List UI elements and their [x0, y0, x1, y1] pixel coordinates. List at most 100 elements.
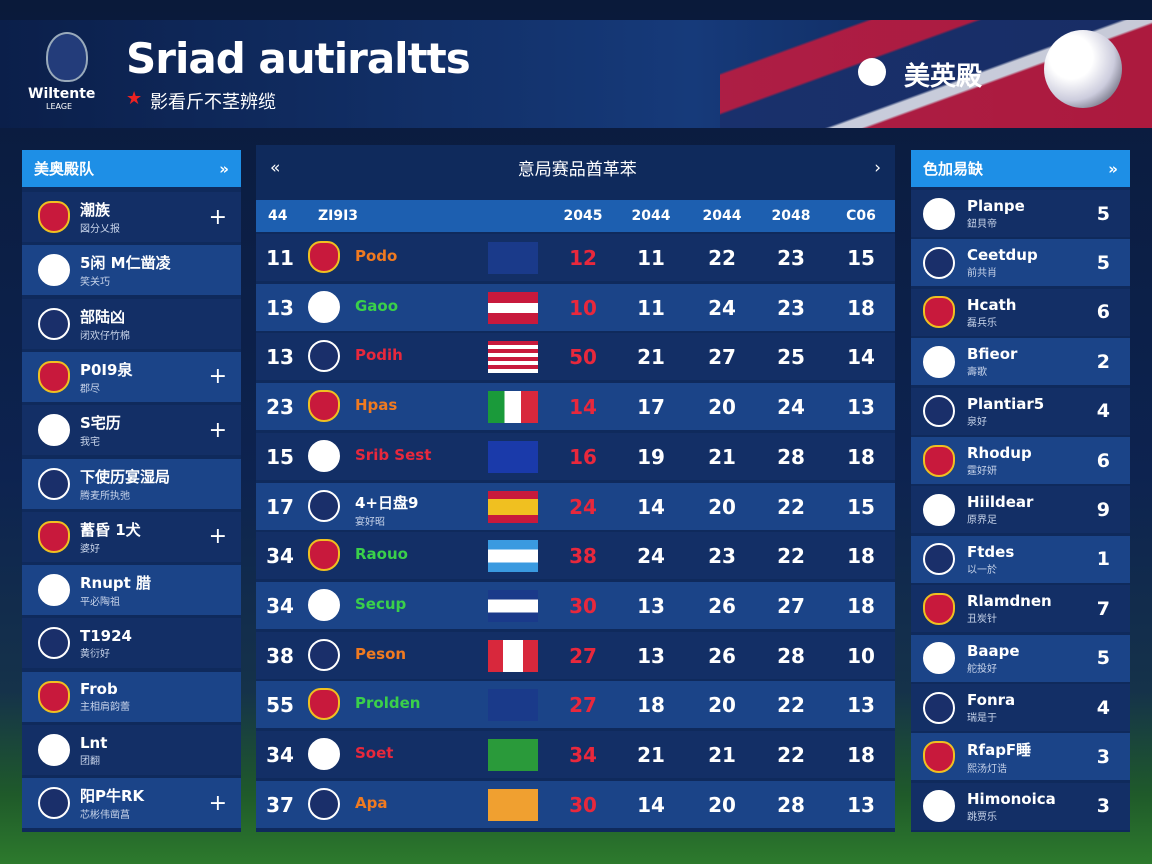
- team-emblem: [923, 444, 955, 477]
- team-emblem: [308, 638, 340, 671]
- team-name: Srib Sest: [355, 445, 432, 464]
- stat-value: 11: [637, 295, 665, 320]
- team-name-cell: Gaoo: [355, 297, 398, 315]
- expand-button[interactable]: »: [219, 159, 229, 178]
- stat-value: 21: [637, 743, 665, 767]
- column-label: 2045: [563, 208, 603, 224]
- stat-value: 21: [637, 345, 665, 370]
- team-item[interactable]: S宅历 我宅 +: [22, 405, 241, 456]
- team-item[interactable]: Rhodup 霆好妍 6: [911, 437, 1130, 484]
- team-item[interactable]: Himonoica 跳贾乐 3: [911, 782, 1130, 830]
- table-row[interactable]: 34 Secup 30 13 26 27 18: [256, 581, 895, 629]
- table-row[interactable]: 11 Podo 12 11 22 23 15: [256, 234, 895, 281]
- team-name: 5闲 M仁凿凌: [80, 254, 171, 273]
- team-value: 3: [1096, 795, 1110, 818]
- stat-value: 20: [708, 395, 736, 420]
- team-text: T1924 黄衍好: [80, 627, 241, 660]
- rank: 13: [266, 345, 294, 370]
- team-sub: 図分乂报: [80, 224, 120, 235]
- next-button[interactable]: ›: [874, 157, 881, 178]
- table-row[interactable]: 34 Raouo 38 24 23 22 18: [256, 532, 895, 580]
- team-name: Ftdes: [967, 542, 1015, 561]
- flag: [488, 689, 538, 722]
- table-row[interactable]: 15 Srib Sest 16 19 21 28 18: [256, 432, 895, 480]
- team-item[interactable]: Rlamdnen 丑炭针 7: [911, 585, 1130, 633]
- team-item[interactable]: T1924 黄衍好: [22, 618, 241, 669]
- team-item[interactable]: Plantiar5 泉好 4: [911, 387, 1130, 435]
- team-name: P0I9泉: [80, 360, 133, 379]
- team-value: 9: [1096, 498, 1110, 521]
- team-item[interactable]: 蓄昏 1犬 婆好 +: [22, 511, 241, 562]
- team-item[interactable]: Hcath 磊兵乐 6: [911, 288, 1130, 336]
- stat-value: 24: [637, 544, 665, 569]
- team-name-cell: Peson: [355, 645, 406, 663]
- rank: 23: [266, 395, 294, 420]
- stat-value: 13: [847, 792, 875, 817]
- team-item[interactable]: Hiildear 原界足 9: [911, 486, 1130, 534]
- stat-value: 14: [847, 345, 875, 370]
- team-item[interactable]: Planpe 鈕貝帝 5: [911, 190, 1130, 237]
- title: Sriad autiraltts: [126, 34, 471, 83]
- prev-button[interactable]: «: [270, 157, 281, 178]
- team-item[interactable]: Ftdes 以一於 1: [911, 535, 1130, 583]
- add-button[interactable]: +: [208, 204, 227, 230]
- team-item[interactable]: Baape 舵投好 5: [911, 634, 1130, 682]
- table-row[interactable]: 23 Hpas 14 17 20 24 13: [256, 383, 895, 431]
- table-row[interactable]: 13 Gaoo 10 11 24 23 18: [256, 283, 895, 331]
- table-row[interactable]: 34 Soet 34 21 21 22 18: [256, 731, 895, 778]
- add-button[interactable]: +: [208, 364, 227, 390]
- team-item[interactable]: Bfieor 壽歌 2: [911, 338, 1130, 386]
- rank: 11: [266, 246, 294, 270]
- table-row[interactable]: 55 Prolden 27 18 20 22 13: [256, 681, 895, 729]
- table-title: 意局赛品酋革苯: [517, 160, 637, 180]
- team-text: 下使历宴湿局 腾麦所执弛: [80, 466, 241, 502]
- team-name: 蓄昏 1犬: [80, 520, 141, 539]
- team-name: Bfieor: [967, 345, 1018, 364]
- stat-value: 30: [569, 792, 597, 817]
- stat-value: 28: [777, 444, 805, 469]
- stat-value: 12: [569, 246, 597, 270]
- rank: 34: [266, 593, 294, 618]
- team-text: P0I9泉 郡尽: [80, 359, 209, 395]
- team-sub: 婆好: [80, 543, 100, 555]
- team-sub: 平必陶祖: [80, 597, 120, 609]
- team-emblem: [38, 360, 70, 393]
- team-sub: 前共肖: [967, 268, 997, 280]
- team-item[interactable]: 5闲 M仁凿凌 笑关巧: [22, 245, 241, 296]
- table-row[interactable]: 38 Peson 27 13 26 28 10: [256, 631, 895, 679]
- team-item[interactable]: P0I9泉 郡尽 +: [22, 351, 241, 402]
- team-item[interactable]: Frob 主相肩韵蕾: [22, 671, 241, 722]
- team-text: 蓄昏 1犬婆好: [80, 519, 209, 555]
- team-text: 阳P牛RK 芯彬伟凿菖: [80, 785, 209, 821]
- team-value: 5: [1096, 647, 1110, 670]
- team-emblem: [38, 680, 70, 713]
- team-item[interactable]: 潮族 図分乂报 +: [22, 192, 241, 242]
- add-button[interactable]: +: [208, 524, 227, 550]
- team-item[interactable]: Lnt 团翻: [22, 725, 241, 775]
- expand-button[interactable]: »: [1108, 159, 1118, 178]
- team-emblem: [308, 539, 340, 572]
- table-row[interactable]: 37 Apa 30 14 20 28 13: [256, 780, 895, 828]
- team-item[interactable]: 阳P牛RK 芯彬伟凿菖 +: [22, 778, 241, 829]
- stat-value: 27: [569, 693, 597, 718]
- team-item[interactable]: Ceetdup 前共肖 5: [911, 239, 1130, 287]
- team-sub: 舵投好: [967, 663, 997, 675]
- add-button[interactable]: +: [208, 417, 227, 443]
- team-item[interactable]: RfapF睡 熙汤灯诰 3: [911, 733, 1130, 781]
- add-button[interactable]: +: [208, 790, 227, 816]
- stat-value: 26: [708, 643, 736, 668]
- stat-value: 15: [847, 246, 875, 270]
- stat-value: 22: [708, 246, 736, 270]
- team-item[interactable]: Fonra 瑞是于 4: [911, 684, 1130, 731]
- stat-value: 24: [569, 494, 597, 519]
- team-item[interactable]: Rnupt 腊平必陶祖: [22, 565, 241, 616]
- team-item[interactable]: 部陆凶 闭欢仔竹棉: [22, 298, 241, 349]
- team-name: Planpe: [967, 197, 1025, 215]
- stat-value: 20: [708, 792, 736, 817]
- stat-value: 13: [637, 643, 665, 668]
- team-item[interactable]: 下使历宴湿局 腾麦所执弛: [22, 458, 241, 509]
- table-row[interactable]: 13 Podih 50 21 27 25 14: [256, 333, 895, 381]
- team-emblem: [38, 734, 70, 766]
- table-row[interactable]: 17 4+日盘9 宴好昭 24 14 20 22 15: [256, 482, 895, 530]
